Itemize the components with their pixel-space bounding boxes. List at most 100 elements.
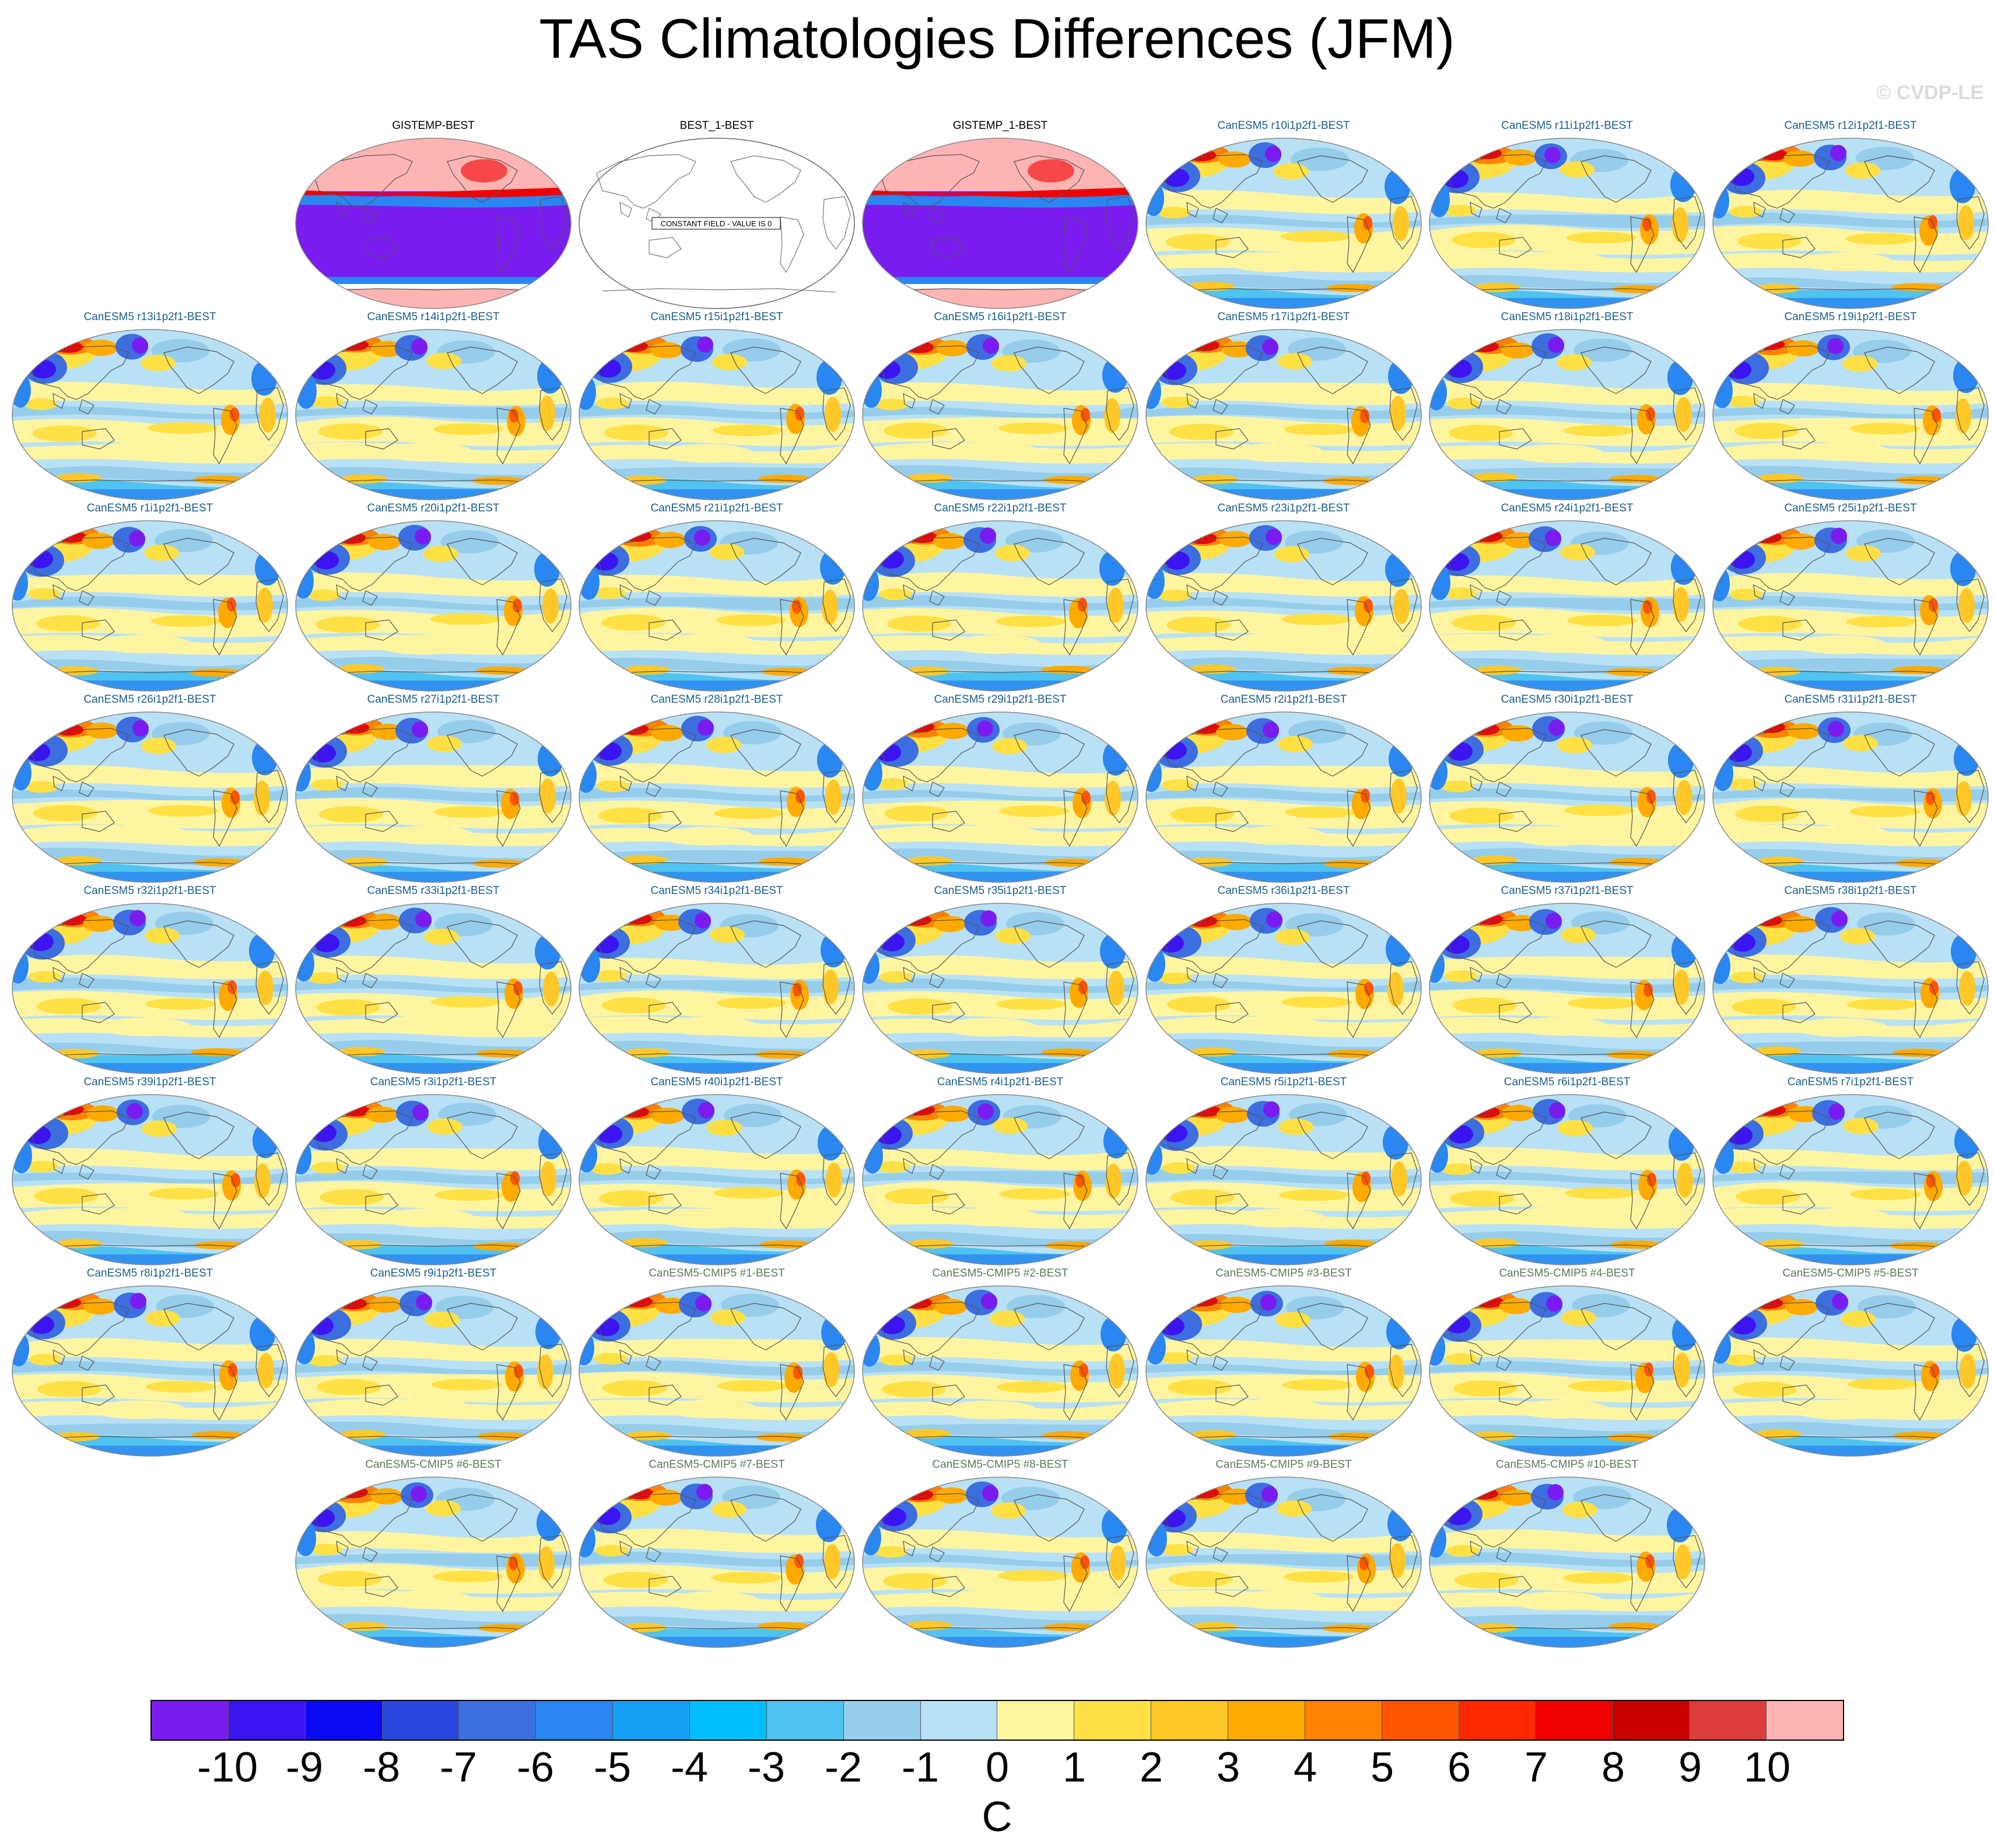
- map-panel-image: [1145, 1285, 1422, 1457]
- colorbar-box: [613, 1701, 691, 1740]
- map-panel-title: CanESM5-CMIP5 #2-BEST: [932, 1267, 1068, 1279]
- map-panel: CanESM5 r29i1p2f1-BEST: [858, 693, 1142, 885]
- map-panel-title: CanESM5-CMIP5 #8-BEST: [932, 1458, 1068, 1471]
- map-panel-title: CanESM5-CMIP5 #3-BEST: [1215, 1267, 1352, 1279]
- map-panel-image: [295, 138, 572, 309]
- map-panel-title: CanESM5-CMIP5 #7-BEST: [649, 1458, 785, 1471]
- map-panel-image: [1145, 138, 1422, 309]
- colorbar-box: [766, 1701, 844, 1740]
- map-panel-image: [1429, 138, 1705, 309]
- map-panel-image: [1145, 520, 1422, 692]
- map-panel-image: [1145, 1477, 1422, 1648]
- colorbar-tick-label: -6: [516, 1744, 555, 1791]
- map-panel-image: [1429, 711, 1705, 883]
- map-panel: CanESM5-CMIP5 #10-BEST: [1425, 1458, 1709, 1650]
- map-panel-title: CanESM5 r21i1p2f1-BEST: [650, 502, 783, 514]
- map-panel-image: [1712, 903, 1989, 1074]
- colorbar-tick-label: -7: [439, 1744, 478, 1791]
- map-panel-image: [862, 520, 1138, 692]
- map-panel-image: [295, 711, 572, 883]
- map-panel: CanESM5 r37i1p2f1-BEST: [1425, 885, 1709, 1076]
- map-panel-title: CanESM5-CMIP5 #5-BEST: [1782, 1267, 1919, 1279]
- map-panel: CanESM5 r32i1p2f1-BEST: [8, 885, 292, 1076]
- map-panel-title: GISTEMP-BEST: [392, 120, 475, 132]
- map-panel-image: [12, 903, 288, 1074]
- map-panel: CanESM5 r30i1p2f1-BEST: [1425, 693, 1709, 885]
- colorbar-box: [305, 1701, 383, 1740]
- map-panel-title: CanESM5 r28i1p2f1-BEST: [650, 693, 783, 706]
- map-panel: CanESM5 r6i1p2f1-BEST: [1425, 1076, 1709, 1267]
- map-panel-title: CanESM5 r40i1p2f1-BEST: [650, 1076, 783, 1088]
- map-panel-title: CanESM5 r33i1p2f1-BEST: [367, 885, 500, 897]
- colorbar-box: [1536, 1701, 1613, 1740]
- map-panel: BEST_1-BEST CONSTANT FIELD - VALUE IS 0: [575, 120, 858, 311]
- colorbar-tick-label: -5: [593, 1744, 632, 1791]
- map-panel-image: [1145, 329, 1422, 500]
- colorbar-tick-label: 6: [1447, 1744, 1471, 1791]
- map-panel-title: CanESM5 r34i1p2f1-BEST: [650, 885, 783, 897]
- map-panel: CanESM5 r18i1p2f1-BEST: [1425, 311, 1709, 502]
- colorbar-tick-label: -1: [901, 1744, 940, 1791]
- map-panel: CanESM5 r3i1p2f1-BEST: [292, 1076, 575, 1267]
- map-panel: CanESM5 r14i1p2f1-BEST: [292, 311, 575, 502]
- map-panel: CanESM5 r10i1p2f1-BEST: [1142, 120, 1425, 311]
- map-panel-image: [1429, 1477, 1705, 1648]
- map-panel-title: CanESM5 r36i1p2f1-BEST: [1217, 885, 1350, 897]
- map-panel-image: [295, 1285, 572, 1457]
- map-panel-title: CanESM5 r3i1p2f1-BEST: [370, 1076, 497, 1088]
- colorbar-tick-label: -10: [197, 1744, 258, 1791]
- map-panel-image: [1429, 1094, 1705, 1265]
- map-panel: CanESM5-CMIP5 #5-BEST: [1709, 1267, 1992, 1458]
- map-panel: CanESM5 r2i1p2f1-BEST: [1142, 693, 1425, 885]
- colorbar-box: [690, 1701, 767, 1740]
- colorbar-tick-label: 3: [1216, 1744, 1240, 1791]
- map-panel-image: CONSTANT FIELD - VALUE IS 0: [579, 138, 855, 309]
- map-panel: CanESM5 r21i1p2f1-BEST: [575, 502, 858, 693]
- map-panel-image: [862, 1094, 1138, 1265]
- map-panel-image: [1712, 520, 1989, 692]
- colorbar-tick-label: 1: [1062, 1744, 1087, 1791]
- map-panel-image: [579, 1094, 855, 1265]
- map-panel-image: [12, 1285, 288, 1457]
- map-panel-title: CanESM5 r29i1p2f1-BEST: [934, 693, 1067, 706]
- map-panel-title: CanESM5 r2i1p2f1-BEST: [1220, 693, 1347, 706]
- map-panel: CanESM5 r22i1p2f1-BEST: [858, 502, 1142, 693]
- colorbar-box: [382, 1701, 460, 1740]
- map-panel: CanESM5 r8i1p2f1-BEST: [8, 1267, 292, 1458]
- map-panel-title: CanESM5 r13i1p2f1-BEST: [83, 311, 216, 323]
- map-panel-image: [862, 329, 1138, 500]
- map-panel-title: CanESM5 r19i1p2f1-BEST: [1784, 311, 1917, 323]
- map-panel: CanESM5 r34i1p2f1-BEST: [575, 885, 858, 1076]
- map-panel-image: [1429, 1285, 1705, 1457]
- colorbar-box: [1459, 1701, 1536, 1740]
- map-panel-title: CanESM5 r10i1p2f1-BEST: [1217, 120, 1350, 132]
- map-panel-image: [1429, 520, 1705, 692]
- map-panel-title: CanESM5-CMIP5 #6-BEST: [365, 1458, 502, 1471]
- map-panel: CanESM5-CMIP5 #2-BEST: [858, 1267, 1142, 1458]
- map-panel-image: [862, 138, 1138, 309]
- map-panel: CanESM5 r35i1p2f1-BEST: [858, 885, 1142, 1076]
- map-panel-image: [1712, 711, 1989, 883]
- colorbar-tick-label: 8: [1601, 1744, 1625, 1791]
- map-panel: CanESM5 r17i1p2f1-BEST: [1142, 311, 1425, 502]
- map-panel: CanESM5 r27i1p2f1-BEST: [292, 693, 575, 885]
- map-panel-image: [12, 1094, 288, 1265]
- colorbar-box: [997, 1701, 1075, 1740]
- colorbar-tick-label: 9: [1678, 1744, 1702, 1791]
- map-panel: CanESM5 r20i1p2f1-BEST: [292, 502, 575, 693]
- map-panel-grid: GISTEMP-BEST BEST_1-BEST CONSTANT FIELD - …: [8, 120, 1992, 1650]
- map-panel-image: [295, 329, 572, 500]
- map-panel: GISTEMP-BEST: [292, 120, 575, 311]
- map-panel-title: CanESM5 r15i1p2f1-BEST: [650, 311, 783, 323]
- map-panel-image: [579, 903, 855, 1074]
- map-panel-title: CanESM5 r39i1p2f1-BEST: [83, 1076, 216, 1088]
- map-panel-title: CanESM5 r30i1p2f1-BEST: [1501, 693, 1634, 706]
- map-panel-title: CanESM5 r32i1p2f1-BEST: [83, 885, 216, 897]
- map-panel-title: CanESM5 r14i1p2f1-BEST: [367, 311, 500, 323]
- map-panel: CanESM5 r31i1p2f1-BEST: [1709, 693, 1992, 885]
- map-panel: CanESM5 r16i1p2f1-BEST: [858, 311, 1142, 502]
- map-panel: CanESM5 r26i1p2f1-BEST: [8, 693, 292, 885]
- map-panel: CanESM5 r1i1p2f1-BEST: [8, 502, 292, 693]
- map-panel: CanESM5 r12i1p2f1-BEST: [1709, 120, 1992, 311]
- map-panel-title: CanESM5 r1i1p2f1-BEST: [86, 502, 213, 514]
